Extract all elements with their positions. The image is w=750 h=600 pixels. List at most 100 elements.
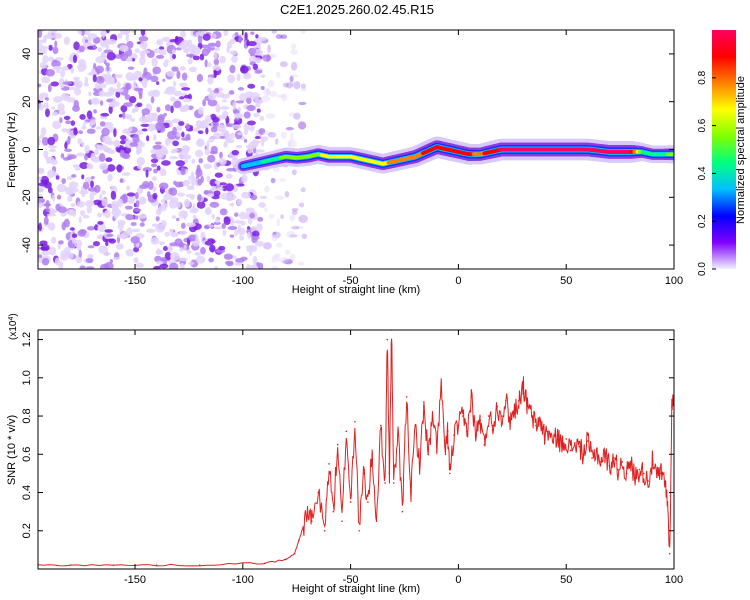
snr-y-label: SNR (10 * v/v): [6, 415, 18, 485]
noise-blob: [223, 253, 233, 260]
noise-blob: [288, 112, 296, 117]
noise-blob: [181, 107, 186, 112]
noise-blob: [38, 222, 42, 232]
noise-blob: [45, 68, 56, 77]
noise-blob: [195, 255, 206, 264]
noise-blob: [194, 149, 204, 158]
noise-blob: [246, 120, 256, 126]
noise-blob: [243, 129, 249, 136]
noise-blob: [138, 196, 147, 205]
noise-blob: [237, 245, 241, 250]
noise-blob: [185, 123, 191, 130]
noise-blob: [284, 249, 291, 256]
snr-point: [336, 443, 339, 446]
noise-blob: [264, 185, 270, 193]
noise-blob: [161, 36, 171, 42]
noise-blob: [99, 100, 104, 106]
noise-blob: [94, 144, 101, 148]
noise-blob: [195, 168, 203, 178]
snr-point: [526, 405, 529, 408]
noise-blob: [87, 254, 94, 259]
noise-blob: [139, 41, 148, 50]
noise-blob: [150, 149, 159, 154]
spectrogram-y-label: Frequency (Hz): [6, 112, 18, 188]
noise-blob: [197, 130, 204, 134]
noise-blob: [52, 59, 57, 63]
noise-blob: [42, 55, 49, 64]
noise-blob: [290, 74, 299, 78]
noise-blob: [286, 230, 296, 239]
snr-point: [595, 449, 598, 452]
noise-blob: [222, 229, 227, 237]
noise-blob: [79, 210, 86, 216]
noise-blob: [98, 83, 107, 89]
noise-blob: [247, 83, 256, 89]
noise-blob: [131, 58, 136, 62]
noise-blob: [172, 140, 179, 147]
y-tick-label: 0: [21, 146, 33, 152]
noise-blob: [207, 76, 214, 85]
noise-blob: [132, 134, 140, 144]
noise-blob: [139, 222, 145, 227]
noise-blob: [47, 222, 56, 231]
noise-blob: [72, 54, 78, 64]
noise-blob: [215, 40, 221, 48]
noise-blob: [293, 81, 301, 90]
noise-blob: [38, 193, 43, 198]
noise-blob: [278, 178, 286, 182]
snr-point: [647, 480, 649, 482]
colorbar-label: Normalized spectral amplitude: [735, 76, 747, 224]
noise-blob: [101, 30, 106, 39]
noise-blob: [122, 193, 128, 202]
noise-blob: [229, 202, 235, 207]
noise-blob: [237, 132, 243, 136]
colorbar-tick-label: 0.6: [697, 118, 708, 132]
noise-blob: [124, 94, 131, 100]
noise-blob: [106, 39, 117, 45]
noise-blob: [237, 224, 241, 233]
noise-blob: [118, 113, 123, 118]
noise-blob: [152, 66, 162, 75]
noise-blob: [97, 221, 104, 225]
colorbar-tick-label: 0.4: [697, 166, 708, 180]
noise-blob: [82, 122, 86, 130]
noise-blob: [156, 165, 161, 171]
noise-blob: [240, 220, 246, 226]
noise-blob: [252, 256, 258, 265]
noise-blob: [79, 161, 89, 170]
noise-blob: [198, 157, 204, 164]
noise-blob: [182, 179, 191, 187]
noise-blob: [191, 158, 196, 164]
noise-blob: [196, 73, 204, 83]
snr-point: [668, 552, 671, 555]
noise-blob: [281, 260, 292, 264]
snr-point: [397, 434, 399, 436]
noise-blob: [207, 46, 212, 53]
noise-blob: [252, 230, 260, 238]
snr-point: [367, 501, 369, 503]
snr-x-label: Height of straight line (km): [292, 583, 420, 595]
noise-blob: [196, 201, 206, 209]
noise-blob: [72, 164, 80, 168]
noise-blob: [151, 57, 158, 67]
noise-blob: [155, 216, 160, 222]
noise-blob: [168, 39, 179, 43]
noise-blob: [163, 245, 168, 252]
noise-blob: [172, 80, 177, 87]
noise-blob: [195, 138, 205, 147]
noise-blob: [105, 240, 109, 247]
noise-blob: [44, 97, 50, 101]
noise-blob: [48, 44, 53, 51]
noise-blob: [170, 96, 176, 102]
noise-blob: [215, 103, 221, 113]
noise-blob: [77, 138, 82, 145]
noise-blob: [290, 43, 297, 50]
noise-blob: [289, 75, 294, 83]
noise-blob: [108, 103, 115, 107]
noise-blob: [38, 176, 42, 181]
noise-blob: [110, 190, 117, 200]
noise-blob: [243, 122, 250, 132]
noise-blob: [98, 245, 109, 254]
noise-blob: [209, 244, 216, 253]
